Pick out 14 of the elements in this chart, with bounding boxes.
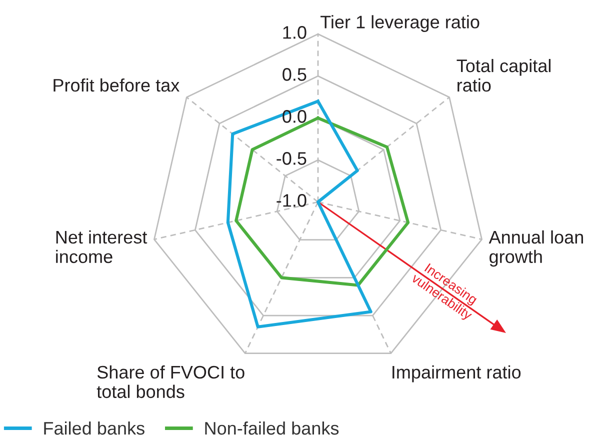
legend-label: Non-failed banks	[205, 421, 339, 435]
y-tick-label: 0.0	[282, 110, 306, 123]
y-tick-label: -1.0	[276, 194, 306, 207]
spoke-label: Impairment ratio	[392, 365, 521, 382]
spoke-label: Annual loan growth	[488, 230, 583, 267]
spoke-label: Total capital ratio	[456, 58, 550, 92]
spoke-label: Share of FVOCI to total bonds	[96, 365, 244, 398]
y-tick-label: -0.5	[276, 152, 306, 165]
y-tick-label: 0.5	[282, 68, 306, 81]
spoke-label: Tier 1 leverage ratio	[320, 15, 480, 32]
legend-label: Failed banks	[44, 421, 144, 435]
spoke-label: Profit before tax	[54, 78, 180, 92]
spoke-label: Net interest income	[56, 230, 148, 264]
y-tick-label: 1.0	[283, 26, 306, 39]
